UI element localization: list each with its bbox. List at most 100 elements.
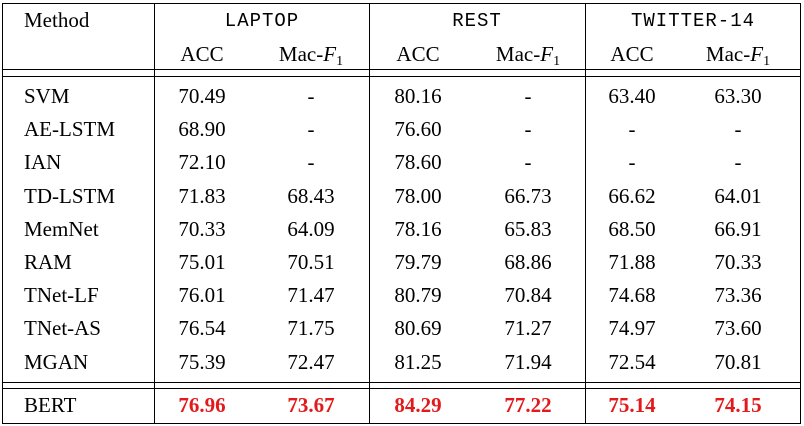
- value-cell: 74.97: [608, 316, 656, 340]
- value-cell: 78.16: [394, 217, 442, 241]
- value-cell: 71.47: [287, 283, 335, 307]
- metric-macf1-var: F: [323, 42, 337, 66]
- top-rule: [2, 3, 801, 4]
- value-cell: 72.10: [178, 150, 226, 174]
- value-cell: 65.83: [504, 217, 552, 241]
- metric-macf1-prefix: Mac-: [495, 42, 541, 66]
- bert-top-rule-2: [2, 388, 801, 389]
- value-cell: 81.25: [394, 350, 442, 374]
- value-cell: 72.47: [287, 350, 335, 374]
- dataset-header-rest: REST: [452, 10, 502, 32]
- value-cell: 80.79: [394, 283, 442, 307]
- value-cell: 80.16: [394, 84, 442, 108]
- value-cell: 68.86: [504, 250, 552, 274]
- value-cell: 70.81: [714, 350, 762, 374]
- method-cell: MemNet: [24, 217, 99, 241]
- method-cell: MGAN: [24, 350, 89, 374]
- dataset-header-twitter: TWITTER-14: [630, 10, 756, 32]
- metric-macf1-sub: 1: [553, 54, 561, 69]
- method-cell: AE-LSTM: [24, 117, 115, 141]
- value-cell: 70.49: [178, 84, 226, 108]
- right-border: [800, 3, 801, 424]
- value-cell: 71.88: [608, 250, 656, 274]
- value-cell: -: [734, 150, 742, 174]
- value-cell: 63.40: [608, 84, 656, 108]
- bottom-rule: [2, 423, 801, 424]
- metric-acc-header: ACC: [396, 42, 440, 66]
- method-cell: TD-LSTM: [24, 184, 115, 208]
- value-cell: 71.27: [504, 316, 552, 340]
- value-cell: 68.43: [287, 184, 335, 208]
- value-cell: -: [628, 150, 636, 174]
- method-cell: RAM: [24, 250, 72, 274]
- method-cell: TNet-LF: [24, 283, 99, 307]
- value-cell: -: [524, 84, 532, 108]
- value-cell: 78.00: [394, 184, 442, 208]
- value-cell: 74.68: [608, 283, 656, 307]
- bert-best-value-cell: 74.15: [714, 393, 762, 417]
- value-cell: 71.94: [504, 350, 552, 374]
- metric-acc-header: ACC: [180, 42, 224, 66]
- method-header: Method: [24, 8, 90, 32]
- bert-best-value-cell: 77.22: [504, 393, 552, 417]
- value-cell: 68.50: [608, 217, 656, 241]
- value-cell: -: [307, 117, 315, 141]
- value-cell: 66.62: [608, 184, 656, 208]
- metric-macf1-var: F: [540, 42, 554, 66]
- value-cell: -: [628, 117, 636, 141]
- header-bottom-rule: [2, 69, 801, 70]
- value-cell: 63.30: [714, 84, 762, 108]
- metric-macf1-sub: 1: [763, 54, 771, 69]
- bert-best-value-cell: 76.96: [178, 393, 226, 417]
- value-cell: 75.39: [178, 350, 226, 374]
- value-cell: 70.84: [504, 283, 552, 307]
- bert-method-cell: BERT: [24, 393, 77, 417]
- bert-best-value-cell: 73.67: [287, 393, 335, 417]
- dataset-header-laptop: LAPTOP: [224, 10, 300, 32]
- metric-acc-header: ACC: [610, 42, 654, 66]
- method-cell: TNet-AS: [24, 316, 101, 340]
- value-cell: 70.33: [714, 250, 762, 274]
- header-bottom-rule-2: [2, 76, 801, 77]
- metric-macf1-prefix: Mac-: [705, 42, 751, 66]
- value-cell: 72.54: [608, 350, 656, 374]
- value-cell: 64.09: [287, 217, 335, 241]
- value-cell: 70.51: [287, 250, 335, 274]
- laptop-divider: [369, 3, 370, 424]
- value-cell: 73.60: [714, 316, 762, 340]
- value-cell: 71.75: [287, 316, 335, 340]
- value-cell: 80.69: [394, 316, 442, 340]
- metric-macf1-header: Mac-F1: [496, 41, 560, 75]
- value-cell: 76.60: [394, 117, 442, 141]
- value-cell: 64.01: [714, 184, 762, 208]
- value-cell: 76.54: [178, 316, 226, 340]
- value-cell: -: [734, 117, 742, 141]
- bert-best-value-cell: 84.29: [394, 393, 442, 417]
- left-border: [2, 3, 3, 424]
- value-cell: 70.33: [178, 217, 226, 241]
- metric-macf1-prefix: Mac-: [278, 42, 324, 66]
- value-cell: 66.73: [504, 184, 552, 208]
- value-cell: 66.91: [714, 217, 762, 241]
- metric-macf1-sub: 1: [336, 54, 344, 69]
- value-cell: -: [524, 117, 532, 141]
- metric-macf1-var: F: [750, 42, 764, 66]
- value-cell: 75.01: [178, 250, 226, 274]
- value-cell: 79.79: [394, 250, 442, 274]
- method-cell: IAN: [24, 150, 62, 174]
- bert-top-rule: [2, 382, 801, 383]
- value-cell: -: [524, 150, 532, 174]
- value-cell: 71.83: [178, 184, 226, 208]
- value-cell: 73.36: [714, 283, 762, 307]
- bert-best-value-cell: 75.14: [608, 393, 656, 417]
- value-cell: -: [307, 150, 315, 174]
- method-cell: SVM: [24, 84, 70, 108]
- metric-macf1-header: Mac-F1: [706, 41, 770, 75]
- metric-macf1-header: Mac-F1: [279, 41, 343, 75]
- value-cell: -: [307, 84, 315, 108]
- value-cell: 76.01: [178, 283, 226, 307]
- rest-divider: [585, 3, 586, 424]
- value-cell: 68.90: [178, 117, 226, 141]
- method-divider: [154, 3, 155, 424]
- value-cell: 78.60: [394, 150, 442, 174]
